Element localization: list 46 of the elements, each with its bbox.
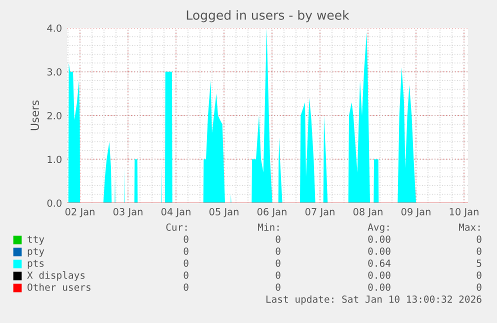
text: 0 <box>276 259 280 267</box>
text: 0 <box>476 283 482 291</box>
text: 0 <box>276 247 280 255</box>
x-tick-label: 02 Jan <box>65 208 94 218</box>
x-tick-label: 07 Jan <box>305 208 334 218</box>
text: 0.00 <box>368 283 390 291</box>
text: 0 <box>276 271 280 279</box>
legend-label: pty <box>28 248 44 257</box>
text: Avg: <box>368 224 389 233</box>
y-tick-label: 0.0 <box>47 199 62 207</box>
x-tick-label: 10 Jan <box>450 208 478 218</box>
y-tick-label: 1.0 <box>48 156 62 164</box>
chart-title: Logged in users - by week <box>186 10 350 22</box>
x-tick-label: 03 Jan <box>113 208 142 218</box>
text: 0 <box>184 271 188 279</box>
text: 0 <box>476 235 482 243</box>
text: Min: <box>258 223 279 231</box>
legend-label: Other users <box>28 283 90 291</box>
text: 5 <box>476 260 482 267</box>
text: 0.00 <box>368 235 390 243</box>
x-tick-label: 05 Jan <box>209 208 238 218</box>
y-tick-label: 4.0 <box>47 24 62 32</box>
y-tick-label: 2.0 <box>47 112 62 120</box>
text: 0.00 <box>368 271 390 279</box>
x-tick-label: 08 Jan <box>353 208 382 218</box>
legend-label: pts <box>28 260 44 269</box>
text: Max: <box>458 224 480 231</box>
x-tick-label: 09 Jan <box>401 208 430 218</box>
text: 0 <box>184 259 188 267</box>
text: 0 <box>276 283 280 291</box>
text: 0 <box>276 235 280 243</box>
text: 0 <box>184 283 188 291</box>
legend-label: tty <box>28 236 44 245</box>
text: Cur: <box>166 223 187 231</box>
text: 0 <box>476 271 482 279</box>
text: 0 <box>476 247 482 255</box>
text: 0.00 <box>368 247 390 255</box>
y-axis-title: Users <box>30 100 39 130</box>
legend-label: X displays <box>27 271 85 281</box>
text: 0.64 <box>368 259 391 267</box>
text: Last update: Sat Jan 10 13:00:32 2026 <box>266 295 482 305</box>
text: 0 <box>184 247 188 255</box>
text: 0 <box>184 235 188 243</box>
x-tick-label: 04 Jan <box>161 208 190 218</box>
x-tick-label: 06 Jan <box>257 208 286 218</box>
y-tick-label: 3.0 <box>47 68 62 76</box>
